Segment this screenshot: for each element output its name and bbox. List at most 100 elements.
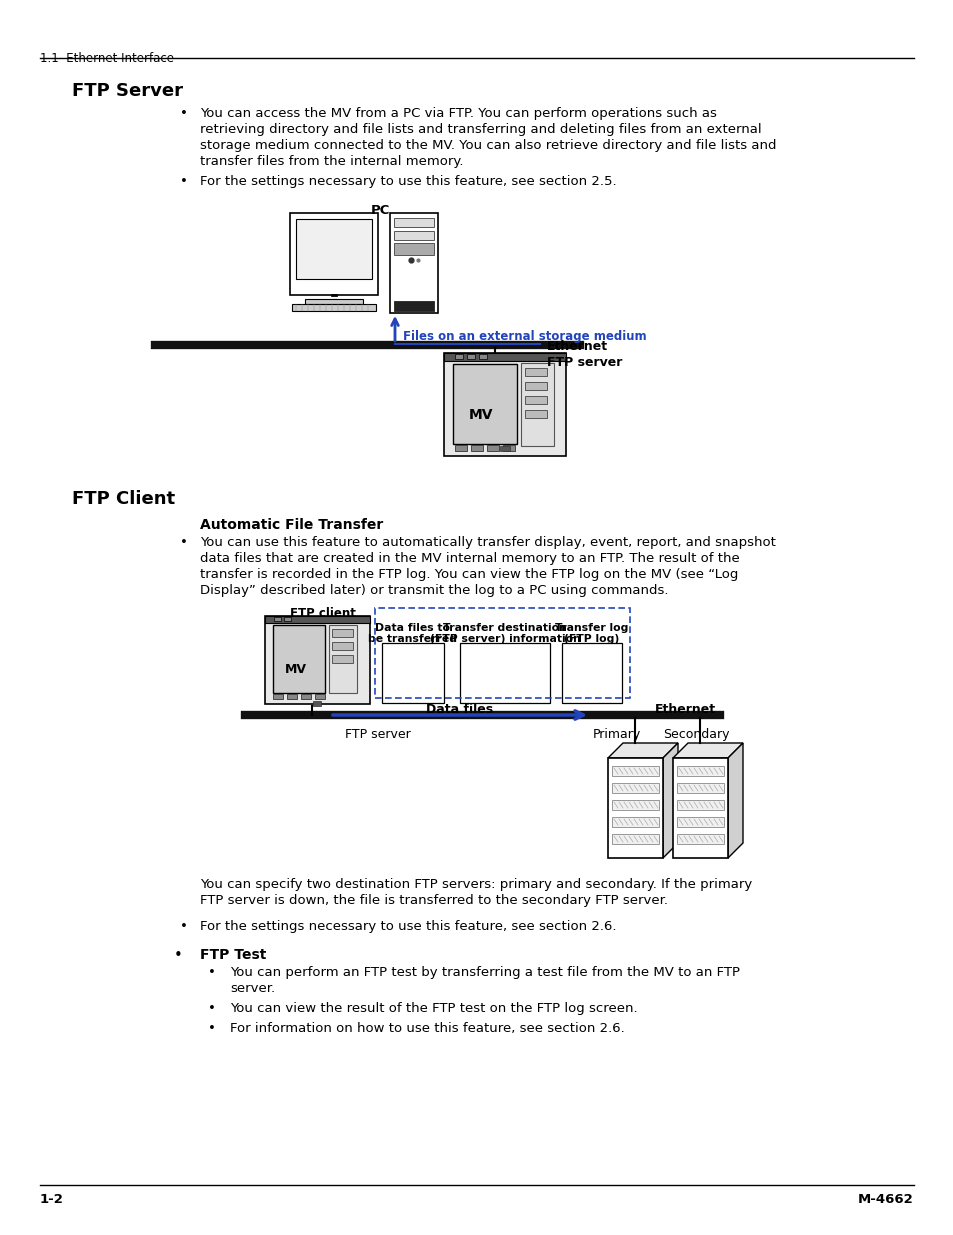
Bar — [677, 834, 723, 844]
Text: You can perform an FTP test by transferring a test file from the MV to an FTP: You can perform an FTP test by transferr… — [230, 966, 740, 979]
Text: (FTP server) information: (FTP server) information — [429, 634, 579, 643]
Text: •: • — [208, 966, 215, 979]
Text: PC: PC — [370, 204, 389, 217]
Bar — [394, 219, 434, 227]
Bar — [314, 694, 325, 699]
Text: Transfer destination: Transfer destination — [442, 622, 566, 634]
Bar — [329, 625, 357, 693]
Text: retrieving directory and file lists and transferring and deleting files from an : retrieving directory and file lists and … — [200, 124, 760, 136]
Bar — [677, 766, 723, 776]
Text: storage medium connected to the MV. You can also retrieve directory and file lis: storage medium connected to the MV. You … — [200, 140, 776, 152]
Bar — [292, 304, 375, 311]
Text: server.: server. — [230, 982, 274, 995]
Text: You can use this feature to automatically transfer display, event, report, and s: You can use this feature to automaticall… — [200, 536, 775, 550]
Text: Automatic File Transfer: Automatic File Transfer — [200, 517, 383, 532]
Polygon shape — [672, 743, 742, 758]
Bar — [524, 396, 546, 404]
Bar — [443, 353, 565, 456]
Text: Data files: Data files — [426, 703, 493, 716]
Bar — [453, 364, 517, 445]
Bar — [313, 701, 320, 706]
Bar — [524, 368, 546, 375]
Bar — [467, 354, 475, 359]
Text: FTP server is down, the file is transferred to the secondary FTP server.: FTP server is down, the file is transfer… — [200, 894, 667, 906]
Bar — [478, 354, 486, 359]
Bar — [459, 643, 550, 703]
Bar — [561, 643, 621, 703]
Text: •: • — [173, 948, 183, 963]
Text: •: • — [180, 920, 188, 932]
Text: For the settings necessary to use this feature, see section 2.5.: For the settings necessary to use this f… — [200, 175, 616, 188]
Bar — [612, 766, 659, 776]
Text: 1.1  Ethernet Interface: 1.1 Ethernet Interface — [40, 52, 173, 65]
Bar — [375, 608, 629, 698]
Text: Files on an external storage medium: Files on an external storage medium — [402, 330, 646, 343]
Text: •: • — [180, 175, 188, 188]
Bar — [612, 818, 659, 827]
Bar — [471, 445, 482, 451]
Bar — [265, 616, 370, 622]
Bar — [524, 410, 546, 417]
Bar — [612, 834, 659, 844]
Bar — [284, 618, 291, 621]
Bar — [524, 382, 546, 390]
Bar — [521, 363, 554, 446]
Bar — [455, 354, 462, 359]
Text: transfer is recorded in the FTP log. You can view the FTP log on the MV (see “Lo: transfer is recorded in the FTP log. You… — [200, 568, 738, 580]
Polygon shape — [662, 743, 678, 858]
Text: FTP server: FTP server — [546, 356, 621, 369]
Bar — [612, 783, 659, 793]
Bar — [394, 301, 434, 311]
Bar — [677, 818, 723, 827]
Text: data files that are created in the MV internal memory to an FTP. The result of t: data files that are created in the MV in… — [200, 552, 739, 564]
Bar — [287, 694, 296, 699]
Text: (FTP log): (FTP log) — [564, 634, 619, 643]
Text: Ethernet: Ethernet — [546, 340, 607, 353]
Text: M-4662: M-4662 — [858, 1193, 913, 1207]
Text: 1-2: 1-2 — [40, 1193, 64, 1207]
Text: MV: MV — [468, 408, 493, 422]
Text: Data files to: Data files to — [375, 622, 450, 634]
Bar — [502, 445, 515, 451]
Bar — [332, 629, 353, 637]
Text: Transfer log: Transfer log — [555, 622, 628, 634]
Bar — [499, 446, 510, 451]
Bar — [273, 625, 325, 693]
Bar — [612, 800, 659, 810]
Text: Primary: Primary — [593, 727, 640, 741]
Text: FTP server: FTP server — [345, 727, 411, 741]
Bar — [455, 445, 467, 451]
Text: be transferred: be transferred — [368, 634, 457, 643]
Polygon shape — [727, 743, 742, 858]
Bar — [677, 783, 723, 793]
Bar — [394, 231, 434, 240]
Bar — [390, 212, 437, 312]
Text: transfer files from the internal memory.: transfer files from the internal memory. — [200, 156, 463, 168]
Bar — [381, 643, 443, 703]
Bar — [305, 299, 363, 304]
Text: MV: MV — [284, 663, 306, 676]
Bar — [290, 212, 377, 295]
Bar — [332, 655, 353, 663]
Text: •: • — [180, 107, 188, 120]
Text: FTP Test: FTP Test — [200, 948, 266, 962]
Text: Secondary: Secondary — [662, 727, 729, 741]
Bar — [273, 694, 283, 699]
Text: Display” described later) or transmit the log to a PC using commands.: Display” described later) or transmit th… — [200, 584, 668, 597]
Text: FTP Server: FTP Server — [71, 82, 183, 100]
Bar — [265, 616, 370, 704]
Bar — [332, 642, 353, 650]
Bar — [295, 219, 372, 279]
Bar — [443, 353, 565, 361]
Bar — [394, 243, 434, 254]
Text: You can view the result of the FTP test on the FTP log screen.: You can view the result of the FTP test … — [230, 1002, 637, 1015]
Text: •: • — [208, 1002, 215, 1015]
Text: FTP client: FTP client — [290, 606, 355, 620]
Text: •: • — [180, 536, 188, 550]
Bar — [677, 800, 723, 810]
Polygon shape — [607, 743, 678, 758]
Text: •: • — [208, 1023, 215, 1035]
Text: For the settings necessary to use this feature, see section 2.6.: For the settings necessary to use this f… — [200, 920, 616, 932]
Text: You can specify two destination FTP servers: primary and secondary. If the prima: You can specify two destination FTP serv… — [200, 878, 752, 890]
Bar — [672, 758, 727, 858]
